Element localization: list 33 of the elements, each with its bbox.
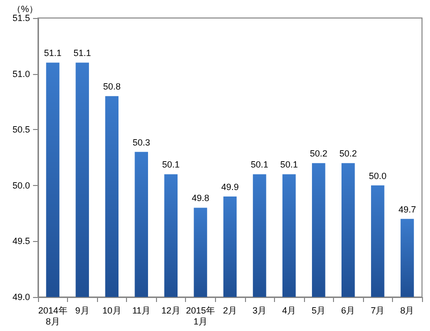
y-tick-label: 50.5 (12, 124, 30, 135)
data-label: 50.1 (250, 160, 268, 170)
x-tick-label: 11月 (132, 306, 151, 316)
x-tick-label: 8月 (400, 306, 414, 316)
data-label: 51.1 (74, 48, 92, 58)
y-tick-label: 50.0 (12, 180, 30, 190)
data-label: 50.0 (368, 170, 386, 181)
data-label: 50.8 (103, 82, 121, 92)
y-tick-label: 51.5 (12, 13, 30, 23)
x-tick-label: 10月 (102, 306, 122, 316)
y-tick-label: 51.0 (12, 68, 30, 79)
x-tick-label: 5月 (312, 306, 326, 316)
x-tick-label: 4月 (282, 306, 296, 316)
x-tick-label: 9月 (75, 306, 90, 316)
x-tick-label: 6月 (341, 306, 356, 316)
data-label: 50.2 (339, 148, 357, 159)
x-tick-label: 2月 (222, 306, 238, 316)
data-label: 49.7 (398, 204, 416, 214)
data-label: 51.1 (44, 48, 62, 58)
y-axis-title: （%） (12, 4, 38, 14)
x-tick-label: 2015年 1月 (186, 306, 215, 326)
data-label: 50.1 (280, 160, 298, 170)
data-label: 50.1 (162, 160, 180, 170)
data-label: 49.9 (221, 182, 239, 192)
x-tick-label: 3月 (252, 306, 267, 316)
data-label: 50.3 (132, 137, 150, 148)
x-tick-label: 2014年 8月 (38, 306, 68, 326)
y-tick-label: 49.5 (12, 236, 30, 246)
data-label: 50.2 (310, 148, 328, 159)
y-tick-label: 49.0 (12, 292, 30, 302)
x-tick-label: 7月 (370, 306, 385, 316)
data-label: 49.8 (192, 193, 210, 204)
x-tick-label: 12月 (161, 306, 180, 316)
